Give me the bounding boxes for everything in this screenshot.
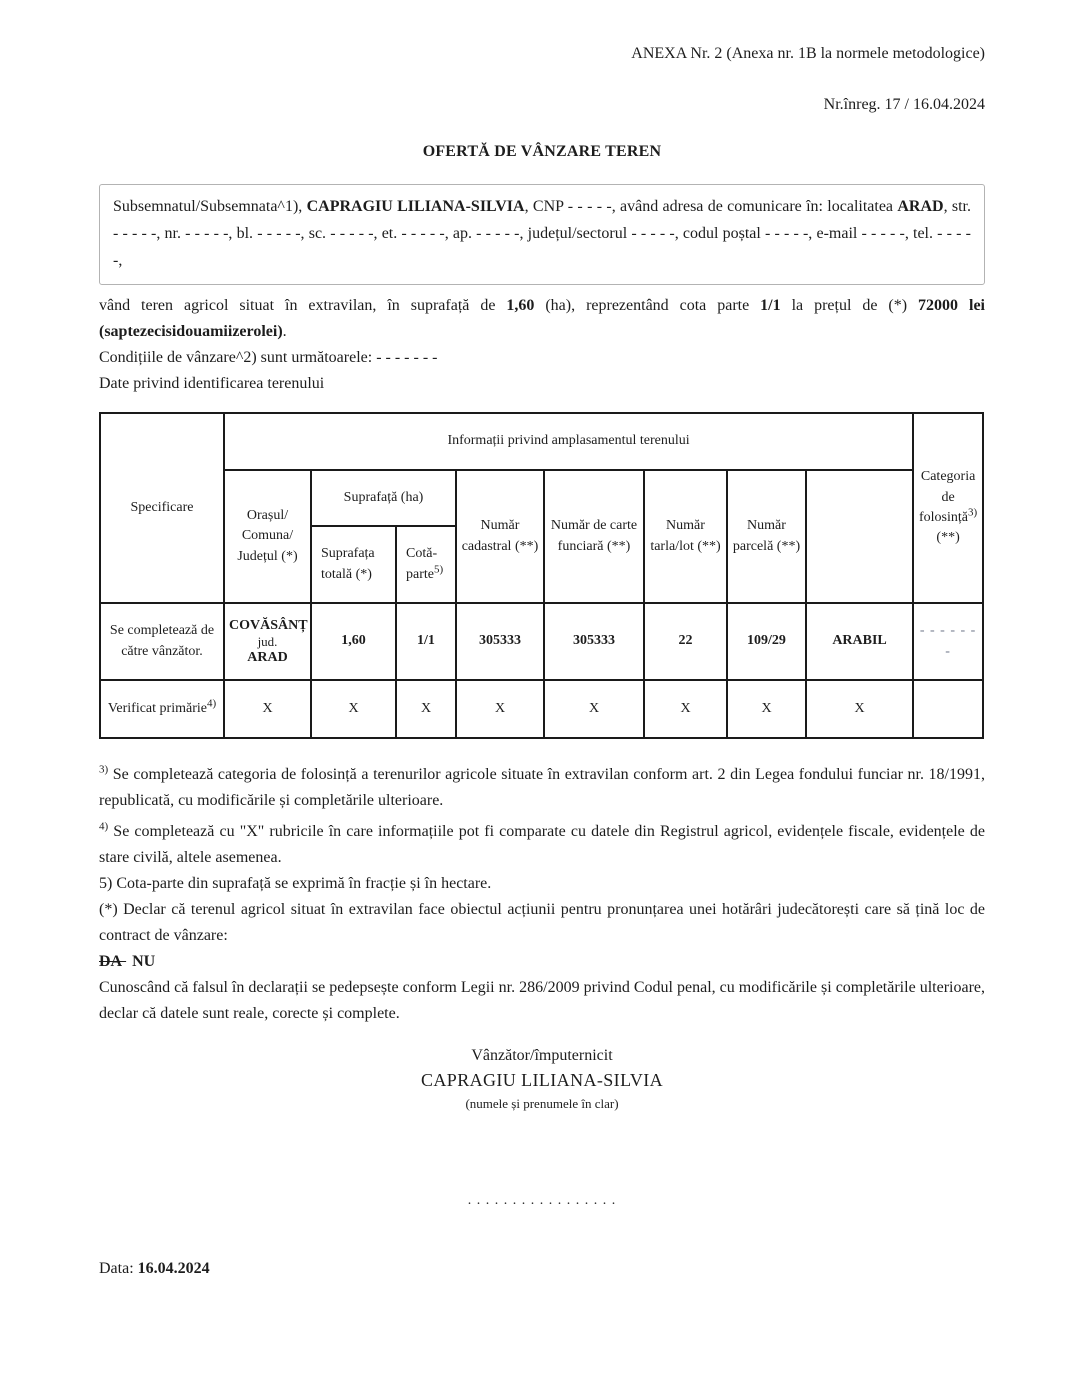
footnote-3-text: Se completează categoria de folosință a … <box>99 766 985 809</box>
cell-observatii: - - - - - - - <box>912 602 985 681</box>
cell-suprafata-totala: 1,60 <box>310 602 397 681</box>
header-specificare: Specificare <box>99 412 225 604</box>
check-mark-orasul: X <box>223 679 312 739</box>
check-mark-carte: X <box>543 679 645 739</box>
land-area-value: 1,60 <box>506 297 535 314</box>
cell-numar-parcela: 109/29 <box>726 602 807 681</box>
date-label: Data: <box>99 1260 134 1277</box>
cell-numar-tarla: 22 <box>643 602 728 681</box>
check-mark-parcela: X <box>726 679 807 739</box>
header-numar-carte-funciara: Număr de carte funciară (**) <box>543 469 645 604</box>
signature-role: Vânzător/împuternicit <box>471 1047 613 1064</box>
registration-number: Nr.înreg. 17 / 16.04.2024 <box>823 96 985 113</box>
da-option-struck: DA <box>99 953 127 970</box>
seller-locality: ARAD <box>897 198 944 215</box>
sale-segment: (ha), reprezentând cota parte <box>534 297 761 314</box>
seller-data-row: Se completează de către vânzător. COVĂSÂ… <box>99 602 985 681</box>
price-in-words: (saptezecisidouamiizerolei) <box>99 323 283 340</box>
row-label-verificat: Verificat primărie4) <box>99 679 225 739</box>
check-mark-observatii-empty <box>912 679 985 739</box>
header-cota-parte: Cotă-parte5) <box>395 525 457 604</box>
footnotes-section: 3) Se completează categoria de folosință… <box>99 762 985 1027</box>
intro-segment: Subsemnatul/Subsemnata^1), <box>113 198 307 215</box>
sale-segment: vând teren agricol situat în extravilan,… <box>99 297 507 314</box>
footnote-4-text: Se completează cu "X" rubricile în care … <box>99 823 985 866</box>
signature-block: Vânzător/împuternicit CAPRAGIU LILIANA-S… <box>99 1044 985 1114</box>
cota-parte-footnote-ref: 5) <box>433 562 444 575</box>
check-mark-suprafata: X <box>310 679 397 739</box>
county-name: ARAD <box>247 650 288 665</box>
sale-segment: la prețul de (*) <box>780 297 919 314</box>
penal-code-paragraph: Cunoscând că falsul în declarații se ped… <box>99 979 985 1022</box>
price-value: 72000 lei <box>918 297 985 314</box>
anexa-text: ANEXA Nr. 2 (Anexa nr. 1B la normele met… <box>631 45 985 62</box>
intro-segment: , CNP - - - - -, având adresa de comunic… <box>524 198 898 215</box>
header-numar-tarla-lot: Număr tarla/lot (**) <box>643 469 728 604</box>
header-categoria-folosinta: Categoria de folosință3) (**) <box>912 412 985 604</box>
locality-name: COVĂSÂNȚ <box>229 618 308 633</box>
row-label-seller: Se completează de către vânzător. <box>99 602 225 681</box>
verificat-footnote-ref: 4) <box>206 697 217 710</box>
signature-dots-line: . . . . . . . . . . . . . . . . . <box>467 1193 617 1208</box>
check-mark-tarla: X <box>643 679 728 739</box>
footnote-5: 5) Cota-parte din suprafață se exprimă î… <box>99 875 492 892</box>
anexa-header-line: ANEXA Nr. 2 (Anexa nr. 1B la normele met… <box>99 44 985 64</box>
da-nu-line: DA NU <box>99 949 985 975</box>
header-numar-cadastral: Număr cadastral (**) <box>455 469 545 604</box>
share-value: 1/1 <box>760 297 781 314</box>
verificat-primarie-row: Verificat primărie4) X X X X X X X X <box>99 679 985 739</box>
footnote-3-marker: 3) <box>99 763 109 776</box>
court-declaration-paragraph: (*) Declar că terenul agricol situat în … <box>99 901 985 944</box>
check-mark-cadastral: X <box>455 679 545 739</box>
header-suprafata-ha: Suprafață (ha) <box>310 469 457 527</box>
land-identification-heading: Date privind identificarea terenului <box>99 375 325 392</box>
seller-name: CAPRAGIU LILIANA-SILVIA <box>306 198 525 215</box>
sale-offer-paragraph: vând teren agricol situat în extravilan,… <box>99 293 985 345</box>
categoria-footnote-ref: 3) <box>968 506 978 519</box>
page-title: OFERTĂ DE VÂNZARE TEREN <box>422 143 662 160</box>
date-value: 16.04.2024 <box>137 1260 210 1277</box>
cell-categoria-folosinta: ARABIL <box>804 602 915 681</box>
footnote-4-marker: 4) <box>99 820 109 833</box>
header-info-band: Informații privind amplasamentul terenul… <box>222 412 915 471</box>
intro-segment: , str. - - - - -, nr. - - - - -, bl. - -… <box>113 198 971 269</box>
nu-option: NU <box>132 953 156 970</box>
cell-numar-cadastral: 305333 <box>455 602 545 681</box>
sale-segment: . <box>282 323 287 340</box>
document-date-line: Data: 16.04.2024 <box>99 1259 210 1279</box>
header-orasul-comuna-judetul: Orașul/ Comuna/ Județul (*) <box>223 469 312 604</box>
signature-note: (numele și prenumele în clar) <box>465 1096 619 1111</box>
check-mark-cota: X <box>395 679 457 739</box>
check-mark-categoria: X <box>804 679 915 739</box>
footnote-3: 3) Se completează categoria de folosință… <box>99 762 985 814</box>
county-prefix: jud. <box>257 634 278 649</box>
land-identification-table: Specificare Informații privind amplasame… <box>99 412 985 739</box>
cota-parte-label: Cotă-parte <box>406 546 438 582</box>
categoria-label: Categoria de folosință <box>919 469 976 525</box>
verificat-label: Verificat primărie <box>107 700 207 716</box>
categoria-suffix: (**) <box>936 530 960 546</box>
footnote-4: 4) Se completează cu "X" rubricile în ca… <box>99 819 985 871</box>
cell-numar-carte-funciara: 305333 <box>543 602 645 681</box>
cell-cota-parte: 1/1 <box>395 602 457 681</box>
cell-locality: COVĂSÂNȚ jud. ARAD <box>223 602 312 681</box>
signature-name: CAPRAGIU LILIANA-SILVIA <box>420 1070 664 1090</box>
header-suprafata-totala: Suprafața totală (*) <box>310 525 397 604</box>
sale-conditions-line: Condițiile de vânzare^2) sunt următoarel… <box>99 349 438 366</box>
header-numar-parcela: Număr parcelă (**) <box>726 469 807 604</box>
seller-identity-box: Subsemnatul/Subsemnata^1), CAPRAGIU LILI… <box>99 184 985 285</box>
registration-number-line: Nr.înreg. 17 / 16.04.2024 <box>99 95 985 115</box>
